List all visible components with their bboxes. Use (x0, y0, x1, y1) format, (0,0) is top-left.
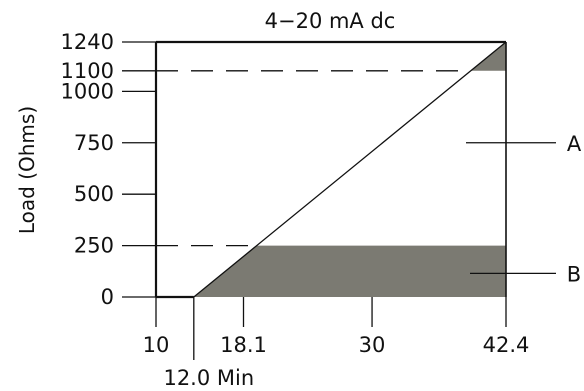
x-tick-label: 42.4 (483, 333, 530, 357)
x-tick-label: 30 (359, 333, 386, 357)
lines-layer (154, 40, 507, 299)
chart-title: 4−20 mA dc (265, 9, 396, 33)
y-tick-label: 1000 (61, 79, 114, 103)
y-axis-label: Load (Ohms) (15, 106, 39, 234)
y-tick-label: 1240 (61, 30, 114, 54)
y-tick-label: 0 (101, 285, 114, 309)
y-tick-label: 500 (74, 182, 114, 206)
region-b-label: B (567, 262, 581, 286)
region-b-shading (193, 245, 506, 297)
min-voltage-label: 12.0 Min (163, 366, 254, 390)
load-line (193, 41, 507, 298)
region-a-label: A (567, 132, 582, 156)
x-tick-label: 18.1 (220, 333, 267, 357)
y-tick-label: 750 (74, 131, 114, 155)
y-tick-label: 1100 (61, 59, 114, 83)
x-tick-label: 10 (143, 333, 170, 357)
y-tick-label: 250 (74, 234, 114, 258)
